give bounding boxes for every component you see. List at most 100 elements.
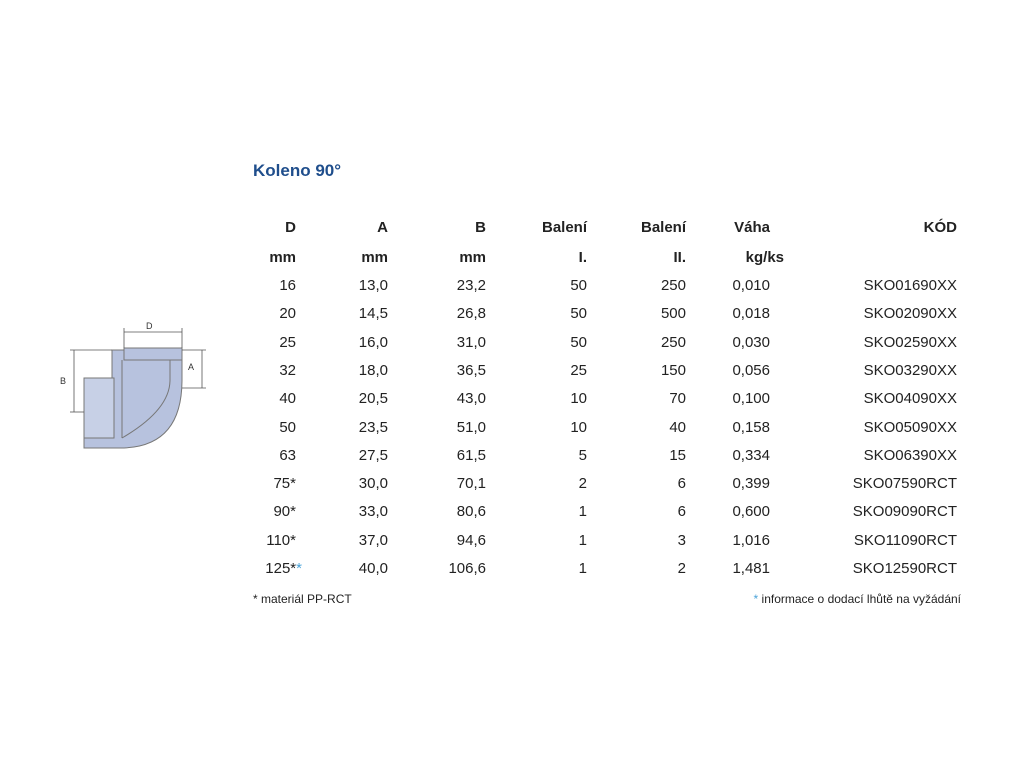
cell: 10	[570, 418, 587, 436]
cell: 1,481	[732, 560, 770, 577]
header-cell: B	[475, 219, 486, 236]
cell: 23,2	[456, 277, 486, 294]
title: Koleno 90°	[253, 161, 342, 180]
cell: 14,5	[358, 305, 388, 323]
cell: 0,399	[732, 475, 770, 493]
header-cell: I.	[578, 249, 587, 266]
cell: 63	[279, 446, 296, 464]
cell: 20,5	[358, 390, 388, 408]
cell: SKO01690XX	[863, 277, 957, 294]
cell: 32	[279, 361, 296, 379]
cell: SKO03290XX	[863, 361, 957, 379]
cell: 16	[279, 277, 296, 294]
cell: 1	[578, 560, 587, 577]
cell: 43,0	[456, 390, 486, 408]
cell: 0,030	[732, 333, 770, 351]
cell: 27,5	[358, 446, 388, 464]
cell: 15	[669, 446, 686, 464]
cell: 40	[279, 390, 296, 408]
cell: 75*	[273, 475, 296, 493]
cell: SKO06390XX	[863, 446, 957, 464]
cell: 51,0	[456, 418, 486, 436]
label-b: B	[60, 376, 66, 386]
socket-side	[83, 377, 115, 439]
cell: 31,0	[456, 333, 486, 351]
cell: 50	[279, 418, 296, 436]
label-d: D	[146, 321, 153, 331]
cell: 1	[578, 531, 587, 549]
cell: SKO12590RCT	[852, 560, 957, 577]
cell: 70,1	[456, 475, 486, 493]
cell: 5	[578, 446, 587, 464]
cell: 30,0	[358, 475, 388, 493]
cell: 1,016	[732, 531, 770, 549]
footnote-text: informace o dodací lhůtě na vyžádání	[758, 592, 961, 606]
header-cell: Váha	[734, 219, 770, 236]
cell: 1	[578, 503, 587, 521]
footnote-left: * materiál PP-RCT	[253, 592, 352, 606]
cell: 37,0	[358, 531, 388, 549]
cell: 0,158	[732, 418, 770, 436]
cell: 18,0	[358, 361, 388, 379]
cell: 50	[570, 333, 587, 351]
cell: 16,0	[358, 333, 388, 351]
cell: 90*	[273, 503, 296, 521]
elbow-diagram: D B A	[60, 321, 206, 449]
footnote-right: * informace o dodací lhůtě na vyžádání	[754, 592, 961, 606]
header-cell: Balení	[541, 219, 587, 236]
cell: 0,010	[732, 277, 770, 294]
cell: SKO11090RCT	[853, 531, 957, 549]
cell: 0,056	[732, 361, 770, 379]
header-cell: D	[285, 219, 296, 236]
header-cell: A	[377, 219, 388, 236]
cell: 25	[279, 333, 296, 351]
cell: 125**	[265, 560, 302, 578]
cell: 6	[677, 503, 686, 521]
cell: 250	[660, 277, 686, 294]
cell: 70	[669, 390, 686, 408]
header-cell: II.	[673, 249, 686, 266]
cell: 40	[669, 418, 686, 436]
cell: SKO05090XX	[863, 418, 957, 436]
cell: 0,334	[732, 446, 770, 464]
cell: 13,0	[358, 277, 388, 294]
cell: 150	[660, 361, 686, 379]
header-cell: KÓD	[923, 219, 957, 236]
cell: SKO02090XX	[863, 305, 957, 323]
header-cell: mm	[269, 249, 296, 266]
cell: 94,6	[456, 531, 486, 549]
cell: 0,600	[732, 503, 770, 521]
cell: 80,6	[456, 503, 486, 521]
cell: 3	[677, 531, 686, 549]
cell: 2	[677, 560, 686, 577]
cell: 33,0	[358, 503, 388, 521]
header-cell: mm	[361, 249, 388, 266]
cell: SKO04090XX	[863, 390, 957, 408]
header-cell: mm	[459, 249, 486, 266]
cell: 110*	[266, 531, 296, 549]
cell: 0,018	[732, 305, 770, 323]
socket-top	[123, 347, 183, 361]
cell: 23,5	[358, 418, 388, 436]
cell: 250	[660, 333, 686, 351]
header-cell: kg/ks	[745, 249, 784, 266]
cell: 61,5	[456, 446, 486, 464]
cell-text: 125*	[265, 560, 297, 577]
inner-lines	[121, 360, 171, 439]
header-cell: Balení	[640, 219, 686, 236]
cell: 500	[660, 305, 686, 323]
cell: 6	[677, 475, 686, 493]
cell: SKO02590XX	[863, 333, 957, 351]
cell: 50	[570, 277, 587, 294]
cell-mark: *	[296, 560, 302, 577]
cell: 20	[279, 305, 296, 323]
label-a: A	[188, 362, 194, 372]
cell: 25	[570, 361, 587, 379]
cell: 36,5	[456, 361, 486, 379]
cell: 10	[570, 390, 587, 408]
cell: 50	[570, 305, 587, 323]
cell: SKO09090RCT	[852, 503, 957, 521]
cell: 40,0	[358, 560, 388, 577]
cell: 26,8	[456, 305, 486, 323]
